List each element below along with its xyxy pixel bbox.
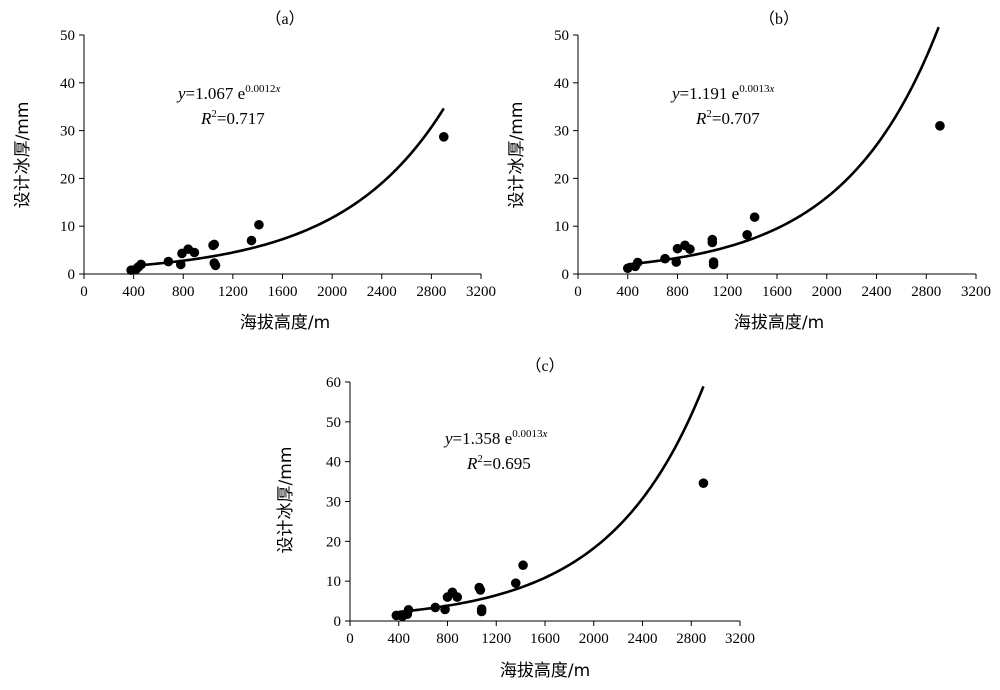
panel-c-y-axis-label: 设计冰厚/mm (276, 447, 296, 554)
panel-b-x-tick-label: 2000 (812, 284, 842, 300)
panel-a-data-point (175, 259, 186, 270)
panel-b-data-point (707, 237, 718, 248)
panel-c-data-point (430, 602, 441, 613)
panel-a-y-tick-label: 20 (60, 171, 75, 187)
panel-c-y-tick-label: 10 (326, 574, 341, 590)
panel-b-data-point (742, 230, 752, 240)
panel-a-fit-curve (133, 107, 445, 268)
panel-b-y-tick-label: 50 (554, 28, 569, 44)
panel-b-x-tick-label: 0 (574, 284, 582, 300)
panel-a-x-tick-label: 1200 (218, 284, 248, 300)
panel-c-fit-equation: y=1.358 e0.0013x (443, 428, 547, 448)
panel-b: （b） 设计冰厚/mm 海拔高度/m y=1.191 e0.0013x R2=0… (507, 10, 991, 333)
panel-c-y-tick-label: 40 (326, 455, 341, 471)
panel-a-y-axis-label: 设计冰厚/mm (13, 102, 33, 209)
panel-b-y-tick-label: 40 (554, 76, 569, 92)
panel-c-fit-curve (398, 385, 705, 614)
panel-a-x-tick-label: 400 (122, 284, 145, 300)
panel-b-x-tick-label: 1200 (712, 284, 742, 300)
panel-c-data-point (698, 478, 709, 488)
panel-a-data-point (438, 132, 449, 142)
panel-a-y-tick-label: 30 (60, 124, 75, 140)
panel-c-y-tick-label: 30 (326, 495, 341, 511)
panel-b-data-point (660, 253, 670, 264)
panel-a-data-point (163, 256, 174, 267)
panel-a-data-point (189, 247, 200, 258)
panel-a-data-point (209, 239, 220, 250)
panel-b-data-point (708, 259, 719, 270)
panel-a-y-tick-label: 40 (60, 76, 75, 92)
panel-b-x-tick-label: 2800 (911, 284, 941, 300)
panel-a-data-point (210, 260, 221, 271)
panel-b-fit-curve (627, 26, 940, 266)
panel-a-x-tick-label: 1600 (268, 284, 298, 300)
panel-c-data-point (440, 604, 450, 615)
panel-b-label: （b） (759, 10, 799, 28)
panel-b-r-squared: R2=0.707 (695, 108, 760, 128)
panel-a-y-tick-label: 0 (68, 267, 76, 283)
panel-a-r-squared: R2=0.717 (200, 108, 265, 128)
panel-c-x-tick-label: 1600 (530, 631, 560, 647)
panel-b-y-tick-label: 20 (554, 171, 569, 187)
panel-c-x-tick-label: 2000 (579, 631, 609, 647)
panel-a-label: （a） (265, 10, 304, 28)
panel-a-x-tick-label: 2000 (317, 284, 347, 300)
panel-b-y-axis-label: 设计冰厚/mm (507, 102, 527, 209)
panel-c-x-tick-label: 2400 (628, 631, 658, 647)
panel-c-x-tick-label: 800 (436, 631, 459, 647)
panel-b-x-axis-label: 海拔高度/m (734, 313, 824, 333)
panel-c-y-tick-label: 0 (334, 614, 342, 630)
panel-c-x-axis-label: 海拔高度/m (500, 661, 590, 681)
panel-b-data-point (685, 244, 695, 254)
panel-c-x-tick-label: 2800 (676, 631, 706, 647)
panel-b-fit-equation: y=1.191 e0.0013x (670, 83, 774, 103)
panel-a-x-tick-label: 2800 (416, 284, 446, 300)
panel-a-data-point (254, 219, 264, 230)
panel-b-x-tick-label: 400 (617, 284, 640, 300)
panel-b-x-tick-label: 800 (666, 284, 689, 300)
panel-b-y-tick-label: 0 (562, 267, 570, 283)
panel-c-data-point (476, 606, 487, 617)
panel-c-r-squared: R2=0.695 (466, 453, 531, 473)
panel-c-data-point (518, 560, 528, 571)
panel-a-x-tick-label: 0 (80, 284, 88, 300)
panel-b-data-point (671, 257, 682, 267)
panel-b-x-tick-label: 3200 (961, 284, 991, 300)
panel-a-y-tick-label: 10 (60, 219, 75, 235)
panel-b-data-point (935, 121, 945, 131)
panel-b-x-tick-label: 2400 (862, 284, 892, 300)
panel-a-x-axis-label: 海拔高度/m (240, 313, 330, 333)
panel-a-fit-equation: y=1.067 e0.0012x (176, 83, 280, 103)
panel-b-data-point (622, 263, 633, 274)
panel-c-y-tick-label: 50 (326, 415, 341, 431)
panel-b-data-point (749, 212, 760, 222)
panel-b-data-point (672, 243, 683, 254)
panel-c-y-tick-label: 20 (326, 534, 341, 550)
panel-c-data-point (452, 592, 463, 602)
panel-c-x-tick-label: 3200 (725, 631, 755, 647)
panel-b-y-tick-label: 10 (554, 219, 569, 235)
panel-c-x-tick-label: 1200 (481, 631, 511, 647)
panel-c-x-tick-label: 0 (346, 631, 354, 647)
panel-c-data-point (475, 585, 486, 595)
panel-a-x-tick-label: 2400 (367, 284, 397, 300)
panel-a-y-tick-label: 50 (60, 28, 75, 44)
panel-a: （a） 设计冰厚/mm 海拔高度/m y=1.067 e0.0012x R2=0… (13, 10, 496, 333)
panel-c-y-tick-label: 60 (326, 375, 341, 391)
panel-a-data-point (136, 259, 146, 270)
panel-a-data-point (246, 235, 257, 246)
panel-c: （c） 设计冰厚/mm 海拔高度/m y=1.358 e0.0013x R2=0… (276, 357, 755, 681)
panel-c-data-point (510, 578, 521, 588)
panel-c-data-point (403, 605, 414, 615)
panel-a-x-tick-label: 3200 (466, 284, 496, 300)
panel-b-x-tick-label: 1600 (762, 284, 792, 300)
panel-c-label: （c） (525, 357, 564, 375)
panel-b-y-tick-label: 30 (554, 124, 569, 140)
panel-b-data-point (632, 257, 643, 268)
panel-a-x-tick-label: 800 (172, 284, 195, 300)
panel-c-x-tick-label: 400 (388, 631, 411, 647)
